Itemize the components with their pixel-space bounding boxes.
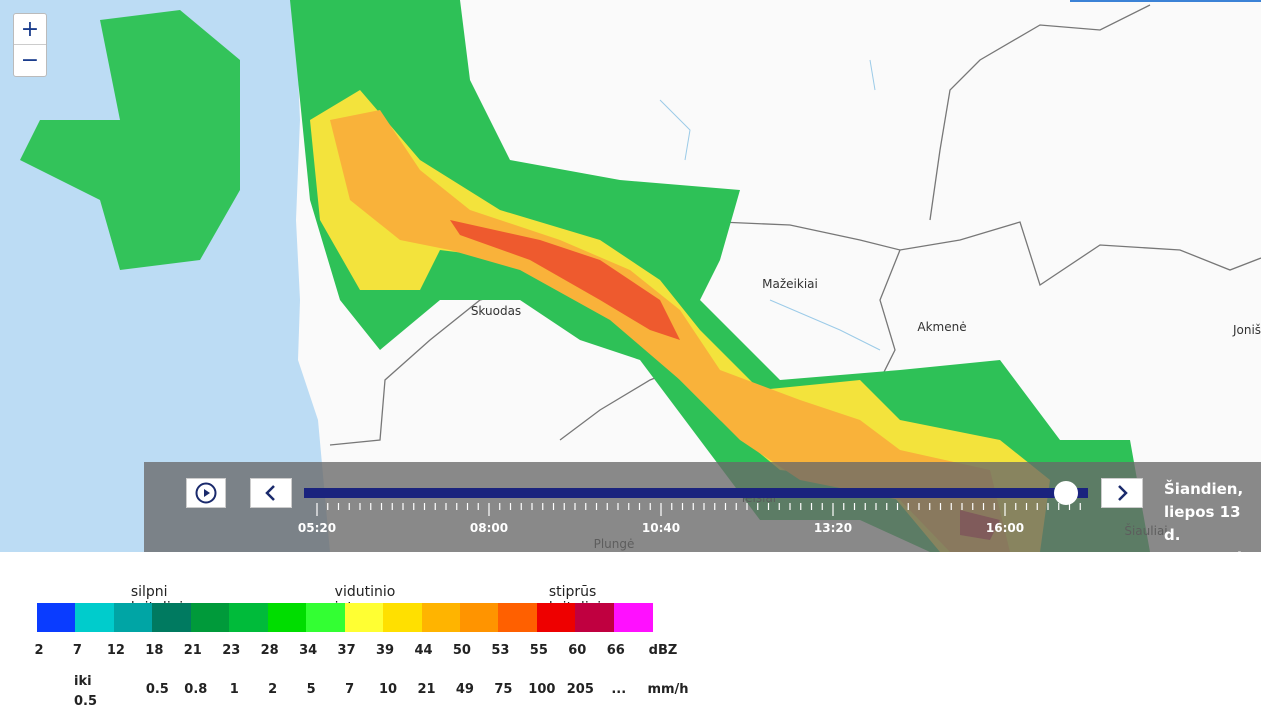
place-label: Joniš xyxy=(1232,323,1261,337)
legend-swatch xyxy=(306,603,346,632)
legend-swatch xyxy=(536,603,576,632)
legend-swatch xyxy=(459,603,499,632)
mmh-unit: mm/h xyxy=(647,682,689,697)
mmh-label: iki 0.5 xyxy=(74,674,98,709)
play-button[interactable] xyxy=(186,478,226,508)
play-icon xyxy=(195,482,217,504)
dbz-label: 60 xyxy=(568,643,587,658)
mmh-label: 0.8 xyxy=(184,682,208,697)
dbz-label: 28 xyxy=(260,643,279,658)
next-icon xyxy=(1118,485,1128,501)
dbz-label: 55 xyxy=(529,643,548,658)
dbz-label: 44 xyxy=(414,643,433,658)
legend-swatch xyxy=(613,603,653,632)
legend-swatch xyxy=(575,603,615,632)
prev-button[interactable] xyxy=(250,478,292,508)
mmh-label: 1 xyxy=(229,682,239,697)
dbz-label: 23 xyxy=(222,643,241,658)
mmh-label: 100 xyxy=(528,682,556,697)
dbz-label: 18 xyxy=(145,643,164,658)
dbz-label: 34 xyxy=(299,643,318,658)
time-label: 10:40 xyxy=(642,521,680,535)
legend-swatch xyxy=(37,603,76,632)
mmh-label: 7 xyxy=(345,682,355,697)
mmh-label: 205 xyxy=(566,682,594,697)
mmh-label: 10 xyxy=(379,682,398,697)
legend-swatch xyxy=(75,603,115,632)
mmh-label: 2 xyxy=(268,682,278,697)
dbz-label: 53 xyxy=(491,643,510,658)
dbz-unit: dBZ xyxy=(648,643,678,658)
legend-swatch xyxy=(267,603,307,632)
legend-swatch xyxy=(190,603,230,632)
mmh-label: 5 xyxy=(306,682,316,697)
timeline xyxy=(144,462,1261,552)
zoom-in[interactable]: + xyxy=(20,16,40,42)
legend-swatch xyxy=(421,603,461,632)
date-line: 16:50 val. xyxy=(1164,549,1248,567)
date-line: liepos 13 d. xyxy=(1164,503,1241,544)
zoom-out[interactable]: − xyxy=(14,44,46,75)
legend-swatch xyxy=(229,603,269,632)
mmh-label: 49 xyxy=(455,682,474,697)
map[interactable]: SkuodasMažeikiaiAkmenėJonišTelšiaiPlungė… xyxy=(0,0,1261,552)
place-label: Skuodas xyxy=(471,304,521,318)
dbz-label: 2 xyxy=(34,643,44,658)
mmh-label: ... xyxy=(611,682,627,697)
current-time: Šiandien, liepos 13 d. 16:50 val. xyxy=(1164,478,1261,570)
time-label: 08:00 xyxy=(470,521,508,535)
legend-swatch xyxy=(383,603,422,632)
time-label: 05:20 xyxy=(298,521,336,535)
prev-icon xyxy=(265,485,275,501)
dbz-label: 7 xyxy=(72,643,82,658)
dbz-label: 21 xyxy=(183,643,202,658)
next-button[interactable] xyxy=(1101,478,1143,508)
legend-swatch xyxy=(113,603,153,632)
time-label: 13:20 xyxy=(814,521,852,535)
radar xyxy=(20,0,1150,552)
legend-swatch xyxy=(498,603,538,632)
mmh-label: 0.5 xyxy=(145,682,169,697)
dbz-label: 66 xyxy=(606,643,625,658)
place-label: Mažeikiai xyxy=(762,277,818,291)
dbz-label: 39 xyxy=(376,643,395,658)
date-line: Šiandien, xyxy=(1164,480,1244,498)
dbz-label: 12 xyxy=(106,643,125,658)
place-label: Akmenė xyxy=(917,320,966,334)
legend-swatch xyxy=(152,603,192,632)
zoom-control: + − xyxy=(13,13,47,77)
time-slider[interactable]: 05:20 08:00 10:40 13:20 16:00 xyxy=(290,476,1100,546)
mmh-label: 75 xyxy=(494,682,513,697)
dbz-label: 37 xyxy=(337,643,356,658)
legend-swatch xyxy=(344,603,384,632)
time-label: 16:00 xyxy=(986,521,1024,535)
mmh-label: 21 xyxy=(417,682,436,697)
dbz-label: 50 xyxy=(452,643,471,658)
